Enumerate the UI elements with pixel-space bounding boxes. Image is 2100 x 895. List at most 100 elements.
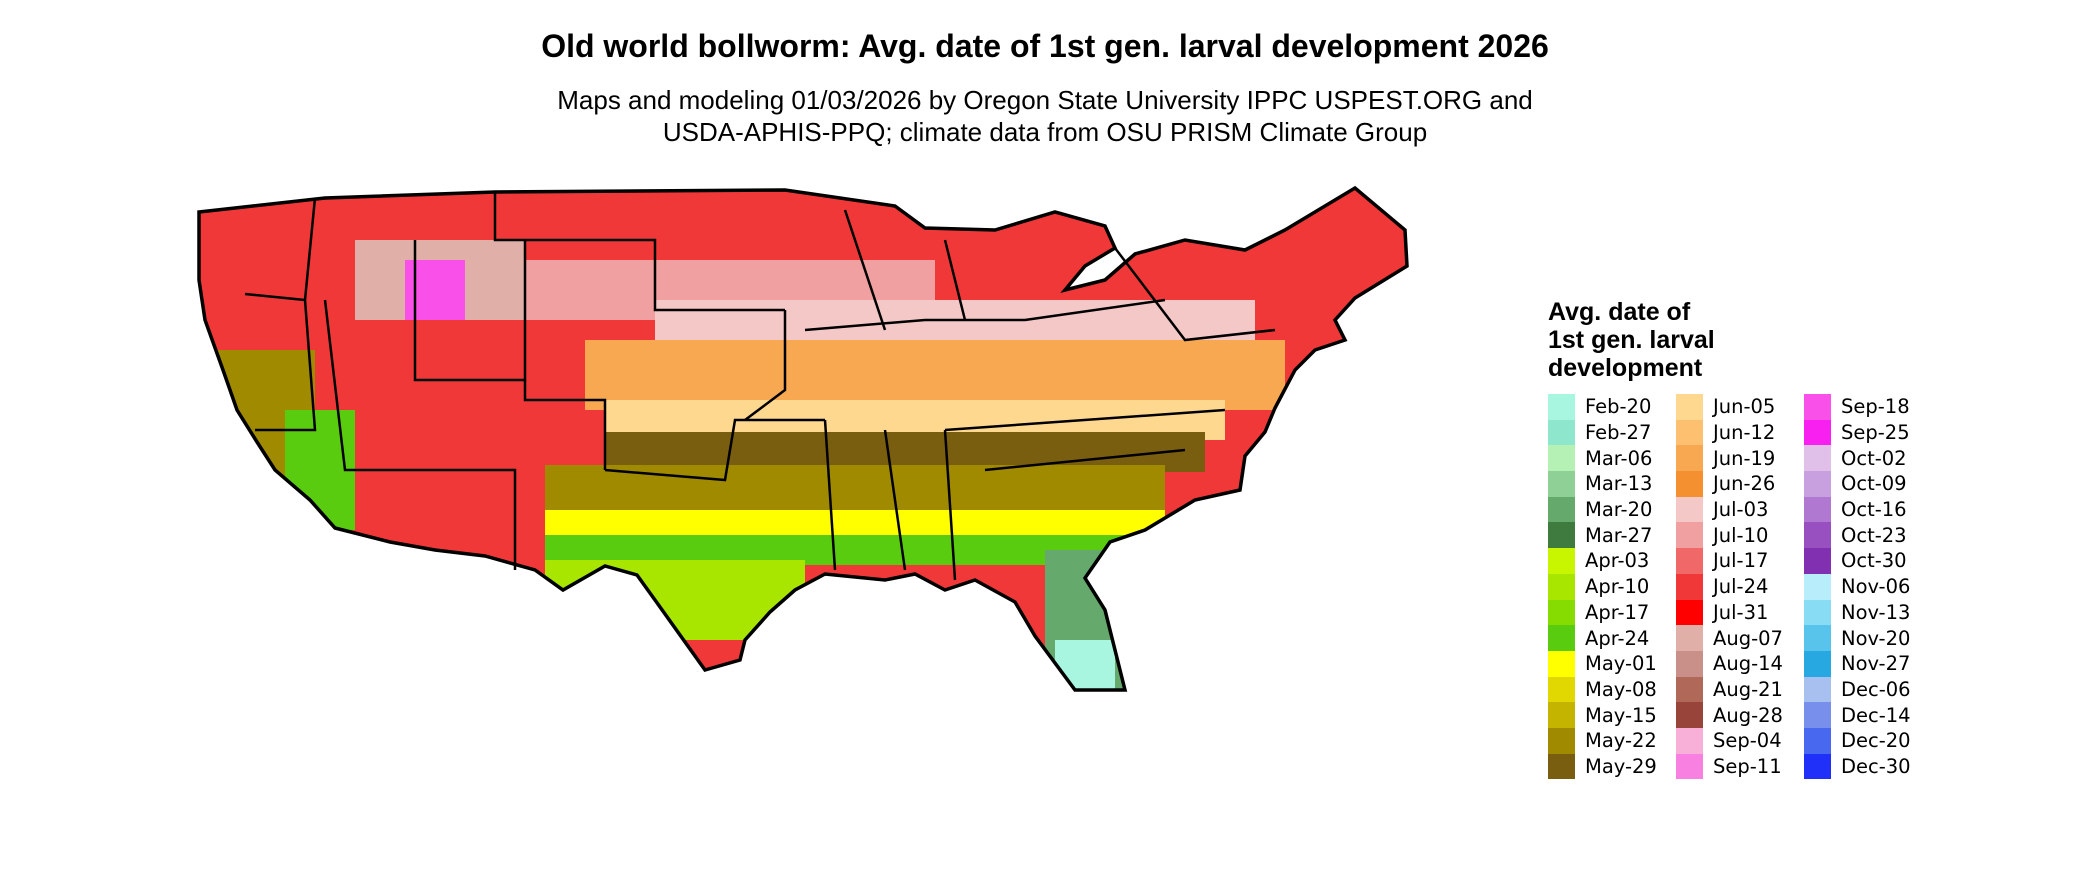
legend-label: Jul-24 [1713,575,1769,599]
legend-item: Mar-20 [1548,496,1676,523]
legend-item: Oct-02 [1804,445,1932,472]
legend-title-line-1: Avg. date of [1548,298,1691,326]
legend-swatch [1804,753,1831,780]
legend-column: Jun-05 Jun-12 Jun-19 Jun-26 Jul-03 Jul-10 Jul-… [1676,394,1804,780]
legend-label: Oct-23 [1841,523,1907,547]
border-wyoming [413,240,527,382]
legend-swatch [1804,496,1831,523]
legend-swatch [1676,702,1703,728]
legend-label: Oct-16 [1841,498,1907,522]
legend-swatch [1548,394,1575,420]
legend-label: May-15 [1585,703,1657,727]
legend-swatch [1548,471,1575,497]
border-iowa-mo [744,310,787,421]
legend-label: Mar-27 [1585,523,1653,547]
legend-label: Jun-05 [1713,395,1776,419]
legend-item: Mar-27 [1548,522,1676,549]
legend-label: Sep-18 [1841,395,1910,419]
legend-label: Jul-03 [1713,498,1769,522]
legend-item: Jun-26 [1676,471,1804,497]
zone-central [585,340,1285,410]
legend-item: Oct-30 [1804,548,1932,574]
legend-swatch [1676,471,1703,497]
legend-title-line-3: development [1548,354,1703,382]
legend-item: Nov-20 [1804,625,1932,651]
legend-item: Aug-07 [1676,625,1804,651]
legend-item: Jul-31 [1676,599,1804,626]
border-nm [415,468,517,570]
legend-item: May-22 [1548,727,1676,754]
legend-item: Jun-12 [1676,419,1804,446]
legend-label: Jun-19 [1713,446,1776,470]
legend-item: Dec-30 [1804,753,1932,780]
legend-label: Jul-10 [1713,523,1769,547]
legend-swatch [1548,599,1575,626]
legend-swatch [1676,394,1703,420]
legend-item: May-15 [1548,702,1676,728]
border-alabama [943,429,957,581]
subtitle-line-1: Maps and modeling 01/03/2026 by Oregon S… [557,85,1533,115]
legend-item: May-08 [1548,676,1676,703]
legend-swatch [1548,676,1575,703]
legend-item: Apr-24 [1548,625,1676,651]
legend-label: Feb-27 [1585,421,1652,445]
subtitle-line-2: USDA-APHIS-PPQ; climate data from OSU PR… [662,117,1428,147]
legend-label: Sep-04 [1713,729,1782,753]
legend-swatch [1804,548,1831,574]
border-oklahoma [604,418,825,482]
legend-label: Aug-21 [1713,677,1783,701]
legend-label: Jul-31 [1713,600,1769,624]
legend-swatch [1804,650,1831,677]
legend-swatch [1676,727,1703,754]
legend-swatch [1548,650,1575,677]
legend-swatch [1548,573,1575,600]
legend-swatch [1676,522,1703,549]
legend-swatch [1676,599,1703,626]
legend-swatch [1676,650,1703,677]
legend-item: Apr-17 [1548,599,1676,626]
legend-label: Aug-28 [1713,703,1783,727]
map-colored-bands [199,188,1407,690]
legend-columns: Feb-20 Feb-27 Mar-06 Mar-13 Mar-20 Mar-27 Apr-… [1548,394,2068,780]
legend-item: Sep-04 [1676,727,1804,754]
legend-column: Feb-20 Feb-27 Mar-06 Mar-13 Mar-20 Mar-27 Apr-… [1548,394,1676,780]
legend-swatch [1804,394,1831,420]
legend-label: Nov-20 [1841,626,1911,650]
us-degree-day-map [185,170,1515,890]
legend-title: Avg. date of 1st gen. larval development [1548,298,2068,382]
legend-item: Jul-03 [1676,496,1804,523]
legend-swatch [1676,625,1703,651]
legend-item: Sep-11 [1676,753,1804,780]
border-wi-mi [843,209,967,331]
legend-label: Aug-07 [1713,626,1783,650]
legend-item: May-29 [1548,753,1676,780]
legend-swatch [1804,599,1831,626]
legend-item: Jun-05 [1676,394,1804,420]
map-subtitle: Maps and modeling 01/03/2026 by Oregon S… [350,84,1740,148]
legend-swatch [1676,496,1703,523]
legend-swatch [1676,753,1703,780]
legend-label: Jun-26 [1713,472,1776,496]
legend: Avg. date of 1st gen. larval development… [1548,298,2068,780]
legend-label: Apr-17 [1585,600,1650,624]
legend-item: May-01 [1548,650,1676,677]
legend-label: Oct-09 [1841,472,1907,496]
legend-swatch [1804,445,1831,472]
legend-item: Aug-28 [1676,702,1804,728]
legend-swatch [1676,419,1703,446]
legend-swatch [1548,727,1575,754]
legend-label: Nov-06 [1841,575,1911,599]
legend-item: Dec-14 [1804,702,1932,728]
legend-label: May-29 [1585,754,1657,778]
border-nevada [255,299,317,432]
legend-item: Aug-21 [1676,676,1804,703]
legend-label: Feb-20 [1585,395,1652,419]
legend-item: Nov-06 [1804,573,1932,600]
legend-label: Jun-12 [1713,421,1776,445]
legend-item: Apr-10 [1548,573,1676,600]
legend-swatch [1548,548,1575,574]
border-ga-sc [984,448,1186,472]
legend-label: Dec-06 [1841,677,1911,701]
legend-item: Jul-17 [1676,548,1804,574]
legend-label: Apr-03 [1585,549,1650,573]
